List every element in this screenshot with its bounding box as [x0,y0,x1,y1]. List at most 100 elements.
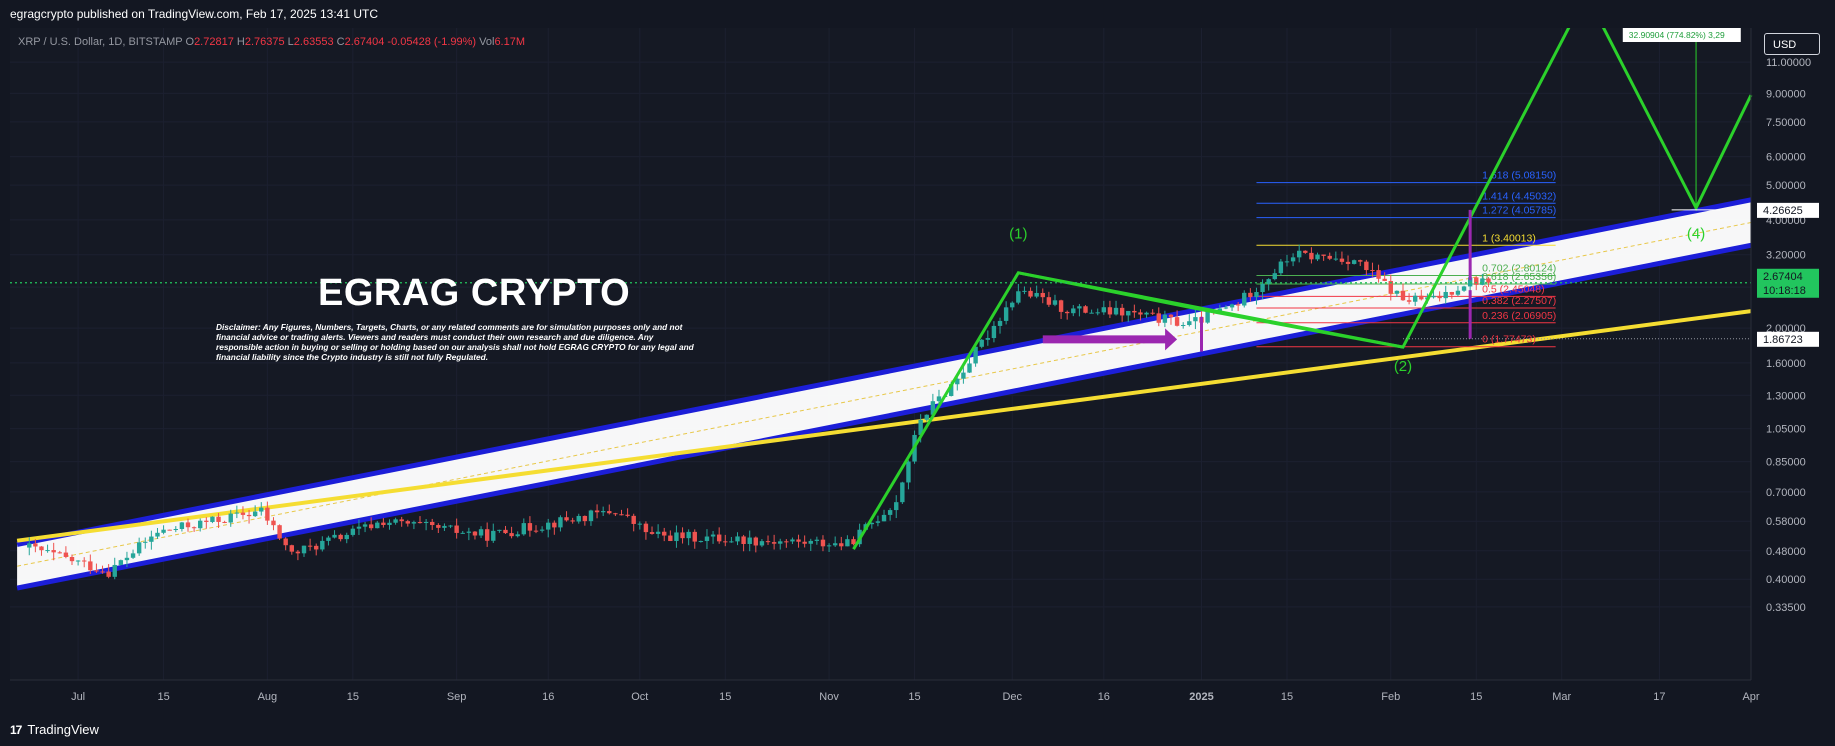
candle-body [1180,324,1186,326]
price-tick-label: 9.00000 [1766,88,1806,100]
candle-body [246,514,252,517]
candle-body [436,525,441,528]
candle-body [289,545,294,552]
fib-level-label: 0.702 (2.80124) [1482,263,1556,275]
candle-body [88,561,93,571]
candle-body [1138,312,1143,315]
candle-body [387,522,392,525]
tradingview-logo[interactable]: 17 TradingView [10,722,99,737]
candle-body [1193,317,1198,322]
candle-body [283,538,288,546]
candle-body [1071,308,1076,314]
time-axis[interactable]: Jul 15 Aug 15 Sep 16 Oct 15 Nov 15 Dec 16 2025 15 Feb 1… [71,691,1760,703]
candle-body [1394,290,1400,294]
candle-body [1003,307,1009,321]
candle-body [735,536,740,542]
open-value: 2.72817 [194,36,234,48]
candle-body [1162,314,1168,323]
candle-body [1254,292,1259,298]
time-tick-label: Aug [258,691,278,703]
candle-body [82,560,87,562]
candle-body [1376,270,1381,279]
fib-level-label: 1.272 (4.05785) [1482,205,1556,217]
candle-body [948,384,954,396]
candle-body [832,543,838,546]
candle-body [1022,290,1027,292]
price-label-box [1757,282,1819,298]
price-tick-label: 0.40000 [1766,574,1806,586]
candle-body [112,564,117,577]
currency-button[interactable]: USD [1764,33,1820,55]
price-tick-label: 1.30000 [1766,390,1806,402]
candle-body [350,528,356,535]
candle-body [143,541,148,543]
candle-body [1467,277,1473,287]
candle-body [729,541,734,543]
candle-body [686,531,691,539]
candle-body [594,510,600,513]
candle-body [570,520,575,522]
candle-body [979,339,984,347]
candle-body [100,571,105,573]
candle-body [1284,261,1290,263]
candle-body [955,378,960,385]
candle-body [27,543,32,548]
time-tick-label: Feb [1381,691,1400,703]
price-tick-label: 5.00000 [1766,180,1806,192]
candle-body [381,522,386,525]
wave-label: (2) [1394,358,1412,375]
candle-body [338,534,343,540]
candle-body [39,546,44,551]
candle-body [472,531,478,536]
candle-body [1205,311,1210,323]
candle-body [759,541,765,546]
candle-body [45,550,50,552]
candle-body [1028,290,1033,297]
candle-body [252,511,258,517]
time-tick-label: 15 [719,691,731,703]
candle-body [1382,278,1387,281]
candle-body [1113,307,1119,315]
candle-body [448,525,453,527]
candle-body [326,537,331,541]
candle-body [1266,279,1271,284]
time-tick-label: 15 [1281,691,1293,703]
candle-body [1437,295,1442,299]
candle-body [1235,304,1241,306]
candle-body [698,541,704,543]
candle-body [600,511,606,513]
candle-body [814,539,820,541]
candle-body [295,551,301,554]
candle-body [521,523,527,535]
volume-value: 6.17M [494,36,526,48]
time-tick-label: 17 [1653,691,1665,703]
price-label-text: 10:18:18 [1763,285,1806,297]
candle-body [484,529,490,541]
time-tick-label: 15 [347,691,359,703]
candle-body [1242,292,1247,306]
candle-body [655,531,661,534]
fib-retracement: 1.618 (5.08150) 1.414 (4.45032) 1.272 (4.0… [1256,170,1556,348]
candle-body [894,502,899,511]
price-chart[interactable]: 1.618 (5.08150) 1.414 (4.45032) 1.272 (4.0… [0,28,1835,714]
candle-body [210,516,215,522]
candle-body [277,525,282,539]
fib-level-label: 0.382 (2.27507) [1482,295,1556,307]
candle-body [881,514,887,522]
price-tick-label: 0.48000 [1766,546,1806,558]
candle-body [454,525,459,533]
candle-body [57,552,62,554]
candle-body [1296,250,1302,258]
fib-level-label: 1.618 (5.08150) [1482,170,1556,182]
candle-body [161,529,166,533]
candle-body [399,519,404,522]
candle-body [332,534,337,538]
candle-body [1052,300,1058,305]
candle-body [985,338,991,340]
time-tick-label: 2025 [1189,691,1213,703]
candle-body [314,545,319,550]
price-tick-label: 1.05000 [1766,424,1806,436]
candle-body [1327,255,1332,259]
price-tick-label: 0.58000 [1766,516,1806,528]
candle-body [1333,258,1339,260]
